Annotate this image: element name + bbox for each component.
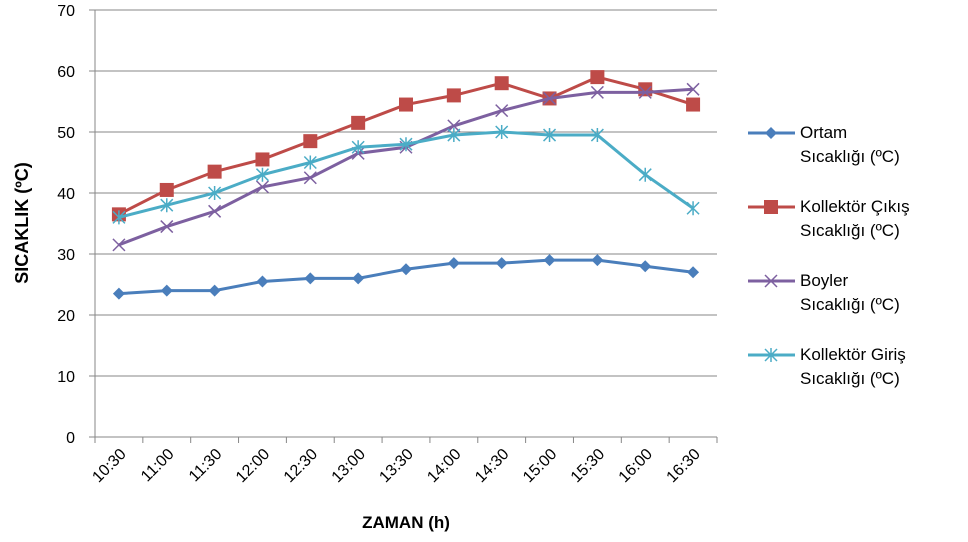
marker: [495, 125, 509, 139]
x-tick-label: 14:00: [424, 446, 464, 486]
marker: [160, 198, 174, 213]
marker: [208, 284, 221, 297]
y-tick-label: 20: [57, 308, 75, 325]
legend-label: Kollektör Çıkış Sıcaklığı (ºC): [800, 197, 910, 240]
marker: [494, 76, 509, 91]
y-tick-label: 0: [66, 430, 75, 447]
x-tick-label: 11:30: [186, 446, 226, 486]
marker: [112, 287, 125, 300]
marker: [495, 257, 508, 270]
marker: [351, 140, 365, 155]
marker: [208, 186, 222, 200]
x-tick-label: 12:30: [281, 446, 321, 486]
marker: [207, 164, 222, 179]
marker: [638, 82, 653, 97]
y-tick-label: 50: [57, 125, 75, 142]
marker: [303, 155, 317, 170]
marker: [447, 128, 461, 143]
series-line: [118, 87, 694, 247]
x-tick-label: 15:00: [520, 446, 560, 486]
y-tick-label: 40: [57, 186, 75, 203]
x-tick-label: 11:00: [138, 446, 178, 486]
marker: [590, 70, 605, 85]
marker: [447, 119, 461, 133]
marker: [447, 257, 460, 270]
marker: [351, 115, 366, 130]
marker: [303, 134, 318, 149]
marker: [590, 85, 604, 99]
y-tick-label: 30: [57, 247, 75, 264]
legend-marker: [764, 200, 778, 214]
marker: [495, 104, 509, 118]
legend-label: Kollektör Giriş Sıcaklığı (ºC): [800, 345, 906, 388]
marker: [400, 263, 412, 276]
marker: [543, 254, 556, 267]
y-tick-label: 60: [57, 64, 75, 81]
legend-marker: [764, 274, 778, 288]
marker: [303, 171, 317, 185]
legend-marker: [765, 127, 777, 139]
y-axis-title: SICAKLIK (ºC): [12, 162, 32, 284]
marker: [590, 128, 604, 143]
marker: [255, 152, 270, 167]
marker: [160, 284, 173, 297]
x-tick-label: 16:00: [616, 446, 656, 486]
x-tick-label: 16:30: [664, 446, 704, 486]
marker: [256, 275, 269, 288]
legend-label: Boyler Sıcaklığı (ºC): [800, 271, 900, 314]
legend-marker: [764, 348, 778, 362]
x-tick-label: 14:30: [472, 446, 512, 486]
x-tick-label: 13:30: [376, 446, 416, 486]
x-tick-label: 13:00: [329, 446, 369, 486]
marker: [255, 180, 269, 194]
marker: [543, 128, 557, 143]
marker: [639, 260, 652, 273]
x-tick-label: 10:30: [89, 446, 129, 486]
marker: [638, 167, 652, 182]
marker: [687, 266, 700, 279]
marker: [686, 97, 701, 112]
marker: [399, 97, 413, 112]
marker: [638, 85, 652, 99]
x-axis-title: ZAMAN (h): [362, 513, 450, 532]
y-tick-label: 70: [57, 3, 75, 20]
y-tick-label: 10: [57, 369, 75, 386]
marker: [112, 210, 126, 225]
marker: [399, 137, 413, 152]
marker: [304, 272, 317, 285]
marker: [255, 167, 269, 182]
marker: [543, 91, 557, 105]
marker: [591, 254, 604, 267]
marker: [686, 201, 700, 216]
marker: [159, 182, 174, 197]
x-tick-label: 12:00: [233, 446, 273, 486]
marker: [686, 82, 700, 96]
marker: [160, 220, 174, 234]
marker: [112, 238, 126, 252]
x-tick-label: 15:30: [568, 446, 608, 486]
marker: [446, 88, 461, 103]
legend-label: Ortam Sıcaklığı (ºC): [800, 123, 900, 166]
marker: [208, 204, 222, 218]
marker: [352, 272, 365, 285]
